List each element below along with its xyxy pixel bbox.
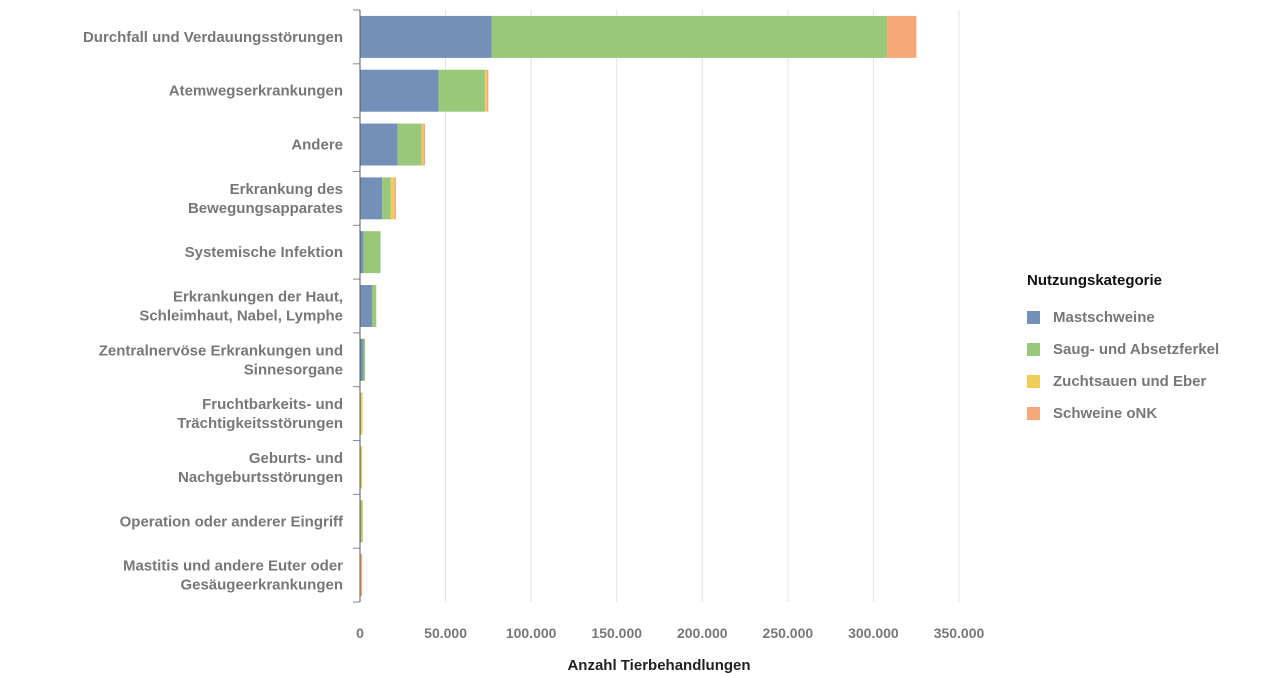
legend-item: Saug- und Absetzferkel xyxy=(1027,333,1219,365)
bar-segment xyxy=(360,177,383,220)
bar-segment xyxy=(360,69,439,112)
legend-swatch xyxy=(1027,374,1040,388)
category-label: Systemische Infektion xyxy=(185,244,343,261)
bar-segment xyxy=(486,69,489,112)
bar-segment xyxy=(360,392,362,435)
bar-segment xyxy=(887,15,917,58)
bar-segment xyxy=(360,338,364,381)
category-labels: Durchfall und Verdauungsstörungen Atemweg… xyxy=(83,29,344,594)
x-tick-label: 200.000 xyxy=(677,625,728,641)
bar-segment xyxy=(360,500,363,543)
legend-label: Schweine oNK xyxy=(1053,404,1158,422)
bar-segment xyxy=(360,554,363,597)
category-label: Erkrankungen der Haut, Schleimhaut, Nabel… xyxy=(139,289,343,325)
legend-swatch xyxy=(1027,310,1040,324)
bar-segment xyxy=(360,231,364,274)
x-tick-label: 0 xyxy=(356,625,364,641)
grid-lines xyxy=(445,10,960,602)
legend-item: Mastschweine xyxy=(1027,301,1219,333)
bar-segment xyxy=(438,69,485,112)
x-tick-label: 250.000 xyxy=(763,625,814,641)
category-label: Atemwegserkrankungen xyxy=(169,83,343,100)
bars xyxy=(360,15,917,597)
x-axis-title: Anzahl Tierbehandlungen xyxy=(567,657,750,674)
x-tick-label: 350.000 xyxy=(934,625,985,641)
legend-label: Saug- und Absetzferkel xyxy=(1053,340,1220,358)
legend-title: Nutzungskategorie xyxy=(1027,272,1163,289)
bar-segment xyxy=(360,285,372,327)
category-label: Andere xyxy=(291,137,343,154)
category-label: Mastitis und andere Euter oder Gesäugeerk… xyxy=(123,558,343,594)
bar-segment xyxy=(397,123,422,166)
legend-item: Schweine oNK xyxy=(1027,397,1219,429)
bar-segment xyxy=(423,123,426,166)
bar-segment xyxy=(491,15,888,58)
legend-label: Zuchtsauen und Eber xyxy=(1053,372,1207,390)
category-label: Zentralnervöse Erkrankungen und Sinnesorg… xyxy=(99,342,343,378)
bar-segment xyxy=(421,123,424,166)
x-tick-label: 50.000 xyxy=(424,625,467,641)
legend-swatch xyxy=(1027,342,1040,356)
bar-segment xyxy=(360,15,492,58)
legend-label: Mastschweine xyxy=(1053,308,1155,326)
legend: Nutzungskategorie Mastschweine Saug- und … xyxy=(1027,272,1219,429)
legend-item: Zuchtsauen und Eber xyxy=(1027,365,1219,397)
bar-segment xyxy=(382,177,391,220)
legend-items: Mastschweine Saug- und Absetzferkel Zuchts… xyxy=(1027,301,1219,429)
bar-segment xyxy=(363,231,381,274)
axes xyxy=(353,9,361,603)
category-label: Durchfall und Verdauungsstörungen xyxy=(83,29,343,46)
x-tick-labels: 0 50.000 100.000 150.000 200.000 250.000 300.0… xyxy=(356,625,984,641)
x-tick-label: 300.000 xyxy=(848,625,899,641)
bar-segment xyxy=(390,177,395,220)
bar-segment xyxy=(360,446,363,489)
bar-segment xyxy=(363,338,366,381)
bar-segment xyxy=(360,446,362,489)
x-tick-label: 150.000 xyxy=(591,625,642,641)
bar-segment xyxy=(360,123,398,166)
category-label: Operation oder anderer Eingriff xyxy=(120,513,344,530)
bar-segment xyxy=(362,500,364,543)
x-tick-label: 100.000 xyxy=(506,625,557,641)
bar-segment xyxy=(394,177,396,220)
bar-segment xyxy=(371,285,377,327)
bar-segment xyxy=(484,69,487,112)
category-label: Geburts- und Nachgeburtsstörungen xyxy=(178,450,343,486)
category-label: Fruchtbarkeits- und Trächtigkeitsstörunge… xyxy=(177,396,343,432)
category-label: Erkrankung des Bewegungsapparates xyxy=(188,181,343,217)
legend-swatch xyxy=(1027,406,1040,420)
bar-segment xyxy=(360,392,363,435)
